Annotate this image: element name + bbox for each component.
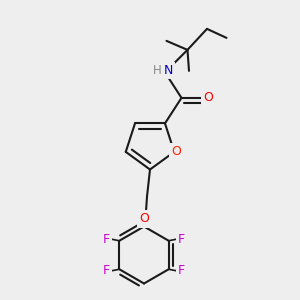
Text: N: N: [164, 64, 173, 77]
Text: F: F: [178, 233, 185, 246]
Text: F: F: [103, 264, 110, 277]
Text: H: H: [153, 64, 162, 77]
Text: O: O: [171, 146, 181, 158]
Text: F: F: [178, 264, 185, 277]
Text: F: F: [103, 233, 110, 246]
Text: O: O: [139, 212, 149, 226]
Text: O: O: [203, 92, 213, 104]
